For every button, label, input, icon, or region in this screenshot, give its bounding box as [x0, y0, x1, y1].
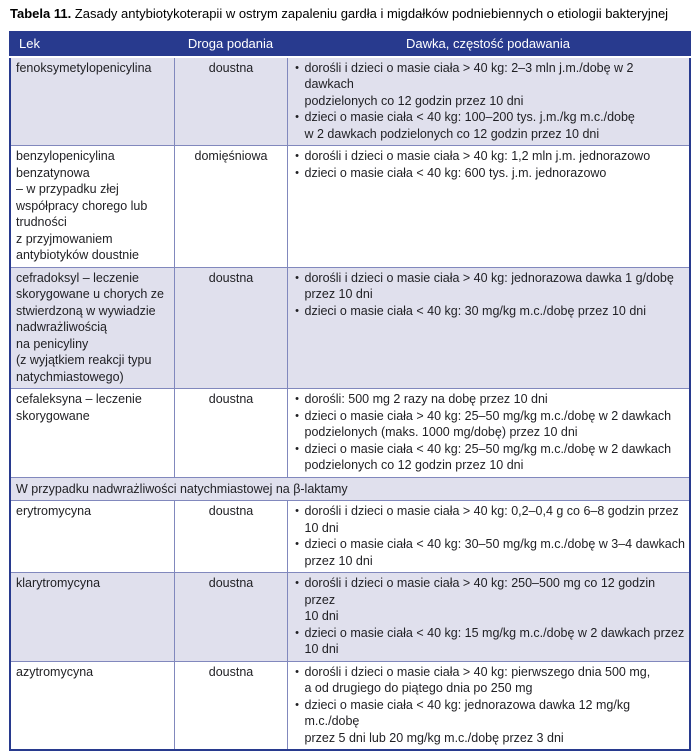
table-row: klarytromycyna doustna • dorośli i dzieci o… — [9, 572, 691, 662]
dose-cell: • dorośli i dzieci o masie ciała > 40 kg:… — [286, 266, 691, 389]
bullet-icon: • — [295, 166, 299, 179]
dose-text: dorośli i dzieci o masie ciała > 40 kg: … — [304, 60, 634, 108]
dose-bullet-item: • dorośli i dzieci o masie ciała > 40 kg:… — [290, 503, 686, 536]
dose-text: dzieci o masie ciała < 40 kg: jednorazow… — [304, 697, 631, 745]
bullet-icon: • — [295, 505, 299, 517]
dose-cell: • dorośli i dzieci o masie ciała > 40 kg:… — [286, 500, 691, 573]
dose-cell: • dorośli i dzieci o masie ciała > 40 kg:… — [286, 145, 691, 268]
dose-bullet-item: • dorośli i dzieci o masie ciała > 40 kg:… — [290, 575, 686, 625]
dose-text: dzieci o masie ciała > 40 kg: 25–50 mg/k… — [304, 408, 672, 440]
dose-text: dzieci o masie ciała < 40 kg: 100–200 ty… — [304, 110, 635, 141]
header-cell-drug: Lek — [10, 32, 174, 58]
dose-bullet-item: • dzieci o masie ciała < 40 kg: 15 mg/kg … — [290, 625, 686, 658]
dose-bullet-item: • dorośli i dzieci o masie ciała > 40 kg:… — [290, 270, 686, 303]
drug-name-cell: benzylopenicylina benzatynowa – w przypa… — [9, 145, 175, 268]
dose-text: dzieci o masie ciała < 40 kg: 25–50 mg/k… — [304, 441, 672, 473]
dose-bullet-item: • dorośli i dzieci o masie ciała > 40 kg:… — [290, 148, 686, 165]
dose-text: dzieci o masie ciała < 40 kg: 30 mg/kg m… — [304, 303, 647, 318]
dose-text: dzieci o masie ciała < 40 kg: 15 mg/kg m… — [304, 625, 685, 657]
dose-cell: • dorośli i dzieci o masie ciała > 40 kg:… — [286, 572, 691, 662]
route-cell: doustna — [173, 388, 288, 478]
table-row: fenoksymetylopenicylina doustna • dorośli i… — [9, 56, 691, 146]
antibiotics-table: Lek Droga podania Dawka, częstość podawa… — [9, 31, 691, 751]
drug-name-cell: cefaleksyna – leczenie skorygowane — [9, 388, 175, 478]
section-row: W przypadku nadwrażliwości natychmiastow… — [9, 476, 691, 501]
route-cell: domięśniowa — [173, 145, 288, 268]
dose-bullet-item: • dorośli i dzieci o masie ciała > 40 kg:… — [290, 60, 686, 110]
dose-text: dzieci o masie ciała < 40 kg: 30–50 mg/k… — [304, 537, 685, 568]
drug-name-cell: klarytromycyna — [9, 572, 175, 662]
bullet-icon: • — [295, 626, 299, 639]
bullet-icon: • — [295, 577, 299, 589]
bullet-icon: • — [295, 61, 299, 74]
dose-bullet-item: • dzieci o masie ciała < 40 kg: 600 tys. … — [290, 165, 686, 182]
bullet-icon: • — [295, 442, 299, 455]
dose-text: dorośli i dzieci o masie ciała > 40 kg: … — [304, 149, 651, 163]
bullet-icon: • — [295, 304, 299, 317]
dose-bullet-item: • dzieci o masie ciała < 40 kg: 30–50 mg/… — [290, 536, 686, 569]
bullet-icon: • — [295, 150, 299, 162]
dose-text: dorośli: 500 mg 2 razy na dobę przez 10 … — [304, 392, 548, 406]
route-cell: doustna — [173, 266, 288, 389]
dose-text: dorośli i dzieci o masie ciała > 40 kg: … — [304, 504, 679, 535]
dose-cell: • dorośli i dzieci o masie ciała > 40 kg:… — [286, 660, 691, 751]
header-cell-dose: Dawka, częstość podawania — [287, 32, 690, 58]
dose-text: dzieci o masie ciała < 40 kg: 600 tys. j… — [304, 165, 607, 180]
dose-bullet-item: • dorośli i dzieci o masie ciała > 40 kg:… — [290, 664, 686, 697]
bullet-icon: • — [295, 538, 299, 550]
table-row: cefradoksyl – leczenie skorygowane u cho… — [9, 266, 691, 389]
dose-bullet-item: • dzieci o masie ciała < 40 kg: 30 mg/kg … — [290, 303, 686, 320]
dose-bullet-item: • dorośli: 500 mg 2 razy na dobę przez 10… — [290, 391, 686, 408]
bullet-icon: • — [295, 698, 299, 711]
dose-cell: • dorośli i dzieci o masie ciała > 40 kg:… — [286, 56, 691, 146]
dose-bullet-item: • dzieci o masie ciała < 40 kg: jednorazo… — [290, 697, 686, 747]
header-row: Lek Droga podania Dawka, częstość podawa… — [10, 32, 690, 58]
dose-bullet-item: • dzieci o masie ciała > 40 kg: 25–50 mg/… — [290, 408, 686, 441]
header-cell-route: Droga podania — [174, 32, 287, 58]
drug-name-cell: cefradoksyl – leczenie skorygowane u cho… — [9, 266, 175, 389]
bullet-icon: • — [295, 665, 299, 678]
table-caption-number: Tabela 11. — [10, 6, 72, 21]
table-caption: Tabela 11. Zasady antybiotykoterapii w o… — [10, 6, 691, 22]
dose-text: dorośli i dzieci o masie ciała > 40 kg: … — [304, 270, 674, 302]
table-row: erytromycyna doustna • dorośli i dzieci o m… — [9, 500, 691, 573]
route-cell: doustna — [173, 56, 288, 146]
dose-bullet-item: • dzieci o masie ciała < 40 kg: 100–200 t… — [290, 109, 686, 142]
bullet-icon: • — [295, 409, 299, 422]
dose-bullet-item: • dzieci o masie ciała < 40 kg: 25–50 mg/… — [290, 441, 686, 474]
drug-name-cell: fenoksymetylopenicylina — [9, 56, 175, 146]
dose-cell: • dorośli: 500 mg 2 razy na dobę przez 10… — [286, 388, 691, 478]
bullet-icon: • — [295, 111, 299, 123]
drug-name-cell: azytromycyna — [9, 660, 175, 751]
table-caption-text: Zasady antybiotykoterapii w ostrym zapal… — [71, 6, 669, 21]
route-cell: doustna — [173, 572, 288, 662]
table-body: fenoksymetylopenicylina doustna • dorośli i… — [9, 56, 691, 751]
route-cell: doustna — [173, 660, 288, 751]
table-row: azytromycyna doustna • dorośli i dzieci o m… — [9, 660, 691, 751]
dose-text: dorośli i dzieci o masie ciała > 40 kg: … — [304, 576, 656, 623]
table-row: cefaleksyna – leczenie skorygowane doustn… — [9, 388, 691, 478]
dose-text: dorośli i dzieci o masie ciała > 40 kg: … — [304, 664, 651, 696]
bullet-icon: • — [295, 393, 299, 405]
table-row: benzylopenicylina benzatynowa – w przypa… — [9, 145, 691, 268]
section-label: W przypadku nadwrażliwości natychmiastow… — [9, 476, 691, 501]
route-cell: doustna — [173, 500, 288, 573]
drug-name-cell: erytromycyna — [9, 500, 175, 573]
table-header: Lek Droga podania Dawka, częstość podawa… — [10, 32, 690, 58]
bullet-icon: • — [295, 271, 299, 284]
